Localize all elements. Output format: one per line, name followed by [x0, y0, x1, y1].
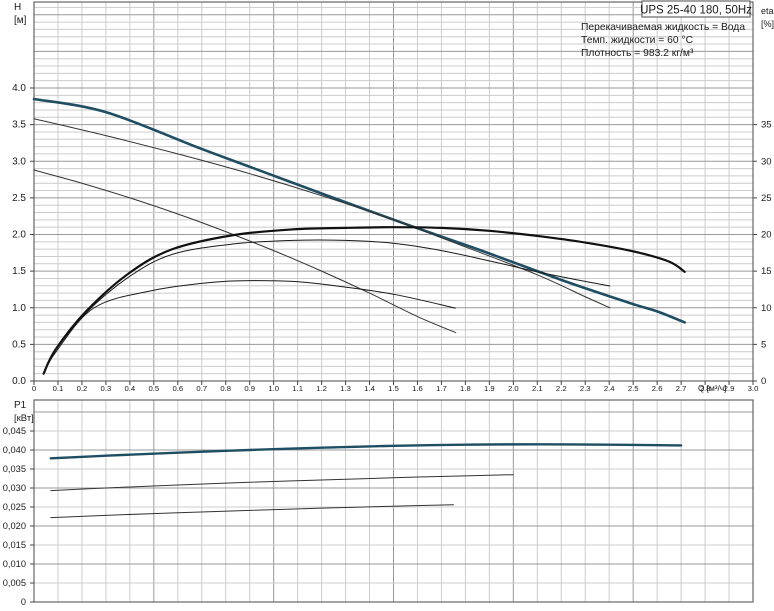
svg-text:3.5: 3.5: [12, 120, 26, 131]
svg-text:1.4: 1.4: [364, 384, 375, 393]
svg-text:0.5: 0.5: [12, 339, 26, 350]
svg-text:0,020: 0,020: [3, 521, 26, 531]
svg-text:20: 20: [761, 230, 772, 241]
svg-text:25: 25: [761, 193, 772, 204]
svg-text:1.0: 1.0: [12, 303, 26, 314]
svg-text:UPS 25-40 180, 50Hz: UPS 25-40 180, 50Hz: [640, 5, 752, 17]
svg-text:1.0: 1.0: [268, 384, 279, 393]
svg-text:P1: P1: [14, 400, 27, 411]
svg-text:0,045: 0,045: [3, 426, 26, 436]
svg-text:Темп. жидкости = 60 °C: Темп. жидкости = 60 °C: [581, 35, 694, 46]
svg-text:[м]: [м]: [14, 15, 27, 26]
svg-text:15: 15: [761, 266, 772, 277]
svg-text:3.0: 3.0: [12, 156, 26, 167]
svg-text:0.6: 0.6: [172, 384, 183, 393]
svg-text:2.5: 2.5: [628, 384, 639, 393]
svg-text:30: 30: [761, 156, 772, 167]
svg-text:35: 35: [761, 120, 772, 131]
svg-text:0: 0: [32, 384, 36, 393]
svg-text:2.3: 2.3: [580, 384, 591, 393]
svg-text:0,010: 0,010: [3, 559, 26, 569]
svg-text:2.4: 2.4: [604, 384, 615, 393]
svg-text:Q [м³/ч]: Q [м³/ч]: [698, 383, 726, 393]
svg-text:1.3: 1.3: [340, 384, 351, 393]
svg-text:4.0: 4.0: [12, 83, 26, 94]
svg-text:1.6: 1.6: [412, 384, 423, 393]
svg-text:1.5: 1.5: [388, 384, 399, 393]
svg-text:2.6: 2.6: [652, 384, 663, 393]
svg-text:10: 10: [761, 303, 772, 314]
svg-text:1.2: 1.2: [316, 384, 327, 393]
svg-text:2.5: 2.5: [12, 193, 26, 204]
svg-text:Плотность = 983.2 кг/м³: Плотность = 983.2 кг/м³: [581, 48, 694, 59]
svg-text:0,030: 0,030: [3, 483, 26, 493]
svg-text:2.0: 2.0: [12, 230, 26, 241]
svg-text:Перекачиваемая жидкость = Вода: Перекачиваемая жидкость = Вода: [581, 22, 745, 33]
svg-text:1.7: 1.7: [436, 384, 447, 393]
svg-text:0.8: 0.8: [220, 384, 231, 393]
svg-text:0.9: 0.9: [244, 384, 255, 393]
svg-text:0.0: 0.0: [12, 376, 26, 387]
svg-text:1.1: 1.1: [292, 384, 303, 393]
svg-text:2.2: 2.2: [556, 384, 567, 393]
svg-text:0,040: 0,040: [3, 445, 26, 455]
svg-text:[кВт]: [кВт]: [14, 413, 34, 424]
svg-text:eta: eta: [761, 6, 774, 16]
svg-text:0: 0: [761, 376, 766, 387]
svg-text:0.1: 0.1: [53, 384, 64, 393]
svg-text:1.8: 1.8: [460, 384, 471, 393]
svg-text:2.1: 2.1: [532, 384, 543, 393]
svg-text:0.3: 0.3: [101, 384, 112, 393]
svg-text:0,015: 0,015: [3, 540, 26, 550]
svg-text:0.2: 0.2: [77, 384, 88, 393]
svg-text:3.0: 3.0: [748, 384, 759, 393]
svg-text:0: 0: [21, 597, 26, 607]
svg-text:2.7: 2.7: [676, 384, 687, 393]
svg-text:2.0: 2.0: [508, 384, 519, 393]
svg-text:1.5: 1.5: [12, 266, 26, 277]
svg-text:0.4: 0.4: [125, 384, 136, 393]
svg-text:5: 5: [761, 339, 766, 350]
svg-text:0,025: 0,025: [3, 502, 26, 512]
svg-text:0.5: 0.5: [148, 384, 159, 393]
svg-text:1.9: 1.9: [484, 384, 495, 393]
svg-text:0.7: 0.7: [196, 384, 207, 393]
svg-text:[%]: [%]: [761, 19, 774, 29]
svg-text:0,005: 0,005: [3, 578, 26, 588]
svg-text:H: H: [14, 2, 21, 13]
svg-text:0,035: 0,035: [3, 464, 26, 474]
